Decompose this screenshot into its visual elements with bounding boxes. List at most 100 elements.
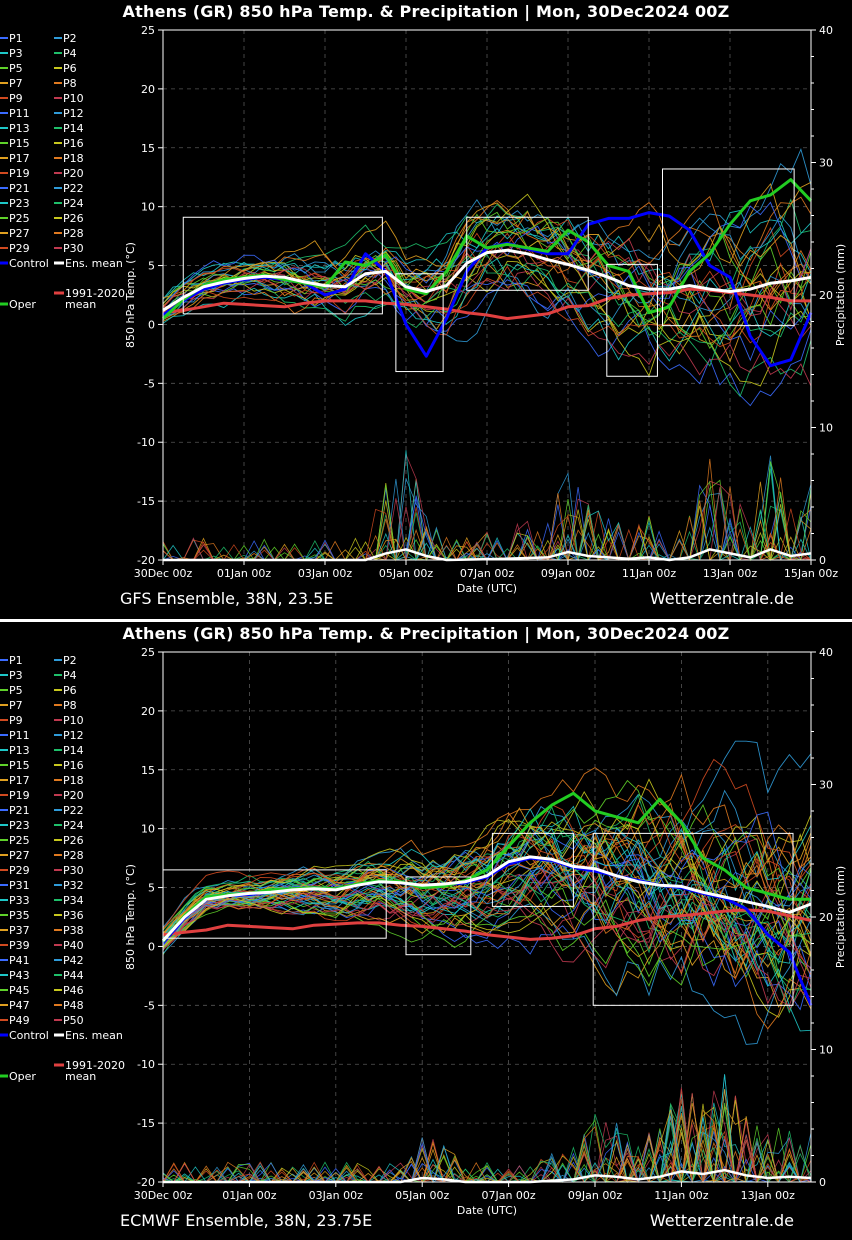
y-axis-label: 850 hPa Temp. (°C) (124, 864, 137, 970)
legend-item-P6: P6 (63, 684, 77, 697)
y-tick-label: 5 (148, 882, 155, 895)
member-precip-P37 (163, 1127, 811, 1183)
legend-item-P5: P5 (9, 684, 23, 697)
legend: P1 P2 P3 P4 P5 P6 P7 P8 P9 P10 P11 P12 P13 P14 P15 P16 P… (0, 654, 125, 1083)
legend-item-control: Control (9, 1029, 49, 1042)
highlight-box (466, 216, 589, 291)
y-tick-label: 0 (148, 940, 155, 953)
gfs-chart: -20 -15 -10 -5 0 5 10 15 20 25 0 10 20 30 40 30Dec 00z 0… (0, 24, 847, 595)
x-tick-label: 13Jan 00z (703, 567, 757, 580)
x-tick-label: 11Jan 00z (654, 1189, 708, 1202)
legend-item-P7: P7 (9, 77, 23, 90)
legend-item-P1: P1 (9, 32, 23, 45)
y-tick-label: 10 (141, 823, 155, 836)
highlight-box (606, 263, 658, 377)
legend-item-climate-mean-2: mean (65, 298, 96, 311)
x-axis-label: Date (UTC) (457, 582, 517, 595)
legend-item-P36: P36 (63, 909, 84, 922)
legend-item-P35: P35 (9, 909, 30, 922)
legend-item-P3: P3 (9, 47, 23, 60)
ensemble-members (162, 740, 812, 1184)
legend-item-ens-mean: Ens. mean (65, 1029, 123, 1042)
legend-item-P32: P32 (63, 879, 84, 892)
legend-item-P9: P9 (9, 92, 23, 105)
y2-tick-label: 10 (819, 1044, 833, 1057)
legend-item-P12: P12 (63, 107, 84, 120)
member-line-P12 (162, 210, 812, 313)
legend: P1 P2 P3 P4 P5 P6 P7 P8 P9 P10 P11 P12 P13 P14 P15 P16 P… (0, 32, 125, 311)
legend-item-P29: P29 (9, 864, 30, 877)
member-line-P31 (162, 849, 812, 946)
legend-item-P4: P4 (63, 47, 77, 60)
legend-item-P8: P8 (63, 699, 77, 712)
x-tick-label: 03Jan 00z (309, 1189, 363, 1202)
y-tick-label: -20 (137, 554, 155, 567)
legend-item-oper: Oper (9, 1070, 36, 1083)
legend-item-P5: P5 (9, 62, 23, 75)
legend-item-P12: P12 (63, 729, 84, 742)
legend-item-P26: P26 (63, 212, 84, 225)
x-tick-label: 30Dec 00z (134, 1189, 193, 1202)
x-tick-label: 01Jan 00z (222, 1189, 276, 1202)
y-tick-label: 15 (141, 764, 155, 777)
legend-item-P6: P6 (63, 62, 77, 75)
legend-item-P42: P42 (63, 954, 84, 967)
legend-item-P45: P45 (9, 984, 30, 997)
member-line-P6 (162, 250, 812, 377)
legend-item-P49: P49 (9, 1014, 30, 1027)
legend-item-P16: P16 (63, 759, 84, 772)
y-tick-label: -15 (137, 1117, 155, 1130)
legend-item-P14: P14 (63, 122, 84, 135)
member-line-P29 (162, 265, 812, 348)
x-tick-label: 05Jan 00z (395, 1189, 449, 1202)
ecmwf-chart: -20 -15 -10 -5 0 5 10 15 20 25 0 10 20 30 40 30Dec 00z 0… (0, 646, 847, 1217)
grid (162, 29, 812, 561)
legend-item-P15: P15 (9, 137, 30, 150)
y-tick-label: 25 (141, 646, 155, 659)
legend-item-P18: P18 (63, 774, 84, 787)
y2-tick-label: 0 (819, 554, 826, 567)
legend-item-P1: P1 (9, 654, 23, 667)
model-location-label: ECMWF Ensemble, 38N, 23.75E (120, 1211, 373, 1230)
x-axis-label: Date (UTC) (457, 1204, 517, 1217)
legend-item-P48: P48 (63, 999, 84, 1012)
legend-item-P22: P22 (63, 182, 84, 195)
member-line-P28 (162, 195, 812, 321)
x-tick-label: 11Jan 00z (622, 567, 676, 580)
y2-axis-label: Precipitation (mm) (834, 866, 847, 968)
y2-axis-label: Precipitation (mm) (834, 244, 847, 346)
chart-title: Athens (GR) 850 hPa Temp. & Precipitatio… (122, 2, 730, 21)
legend-item-P50: P50 (63, 1014, 84, 1027)
legend-item-P2: P2 (63, 32, 77, 45)
legend-item-P20: P20 (63, 789, 84, 802)
legend-item-P43: P43 (9, 969, 30, 982)
y-tick-label: 5 (148, 260, 155, 273)
x-tick-label: 01Jan 00z (217, 567, 271, 580)
legend-item-P22: P22 (63, 804, 84, 817)
climate-mean-line (162, 287, 811, 321)
legend-item-P14: P14 (63, 744, 84, 757)
x-tick-label: 07Jan 00z (460, 567, 514, 580)
legend-item-P2: P2 (63, 654, 77, 667)
x-tick-label: 13Jan 00z (741, 1189, 795, 1202)
legend-item-P37: P37 (9, 924, 30, 937)
legend-item-P17: P17 (9, 774, 30, 787)
legend-item-P28: P28 (63, 227, 84, 240)
member-line-P5 (162, 213, 812, 322)
x-tick-label: 03Jan 00z (298, 567, 352, 580)
y-tick-label: -10 (137, 436, 155, 449)
legend-item-P17: P17 (9, 152, 30, 165)
highlight-box (592, 832, 794, 1006)
member-line-P16 (162, 249, 812, 387)
highlight-box (405, 876, 472, 956)
legend-item-P25: P25 (9, 212, 30, 225)
member-precip-P29 (163, 1125, 811, 1183)
legend-item-climate-mean-2: mean (65, 1070, 96, 1083)
x-tick-label: 05Jan 00z (379, 567, 433, 580)
y-tick-label: 0 (148, 318, 155, 331)
ecmwf-panel: Athens (GR) 850 hPa Temp. & Precipitatio… (0, 622, 852, 1240)
legend-item-P8: P8 (63, 77, 77, 90)
y2-tick-label: 30 (819, 157, 833, 170)
legend-item-P38: P38 (63, 924, 84, 937)
legend-item-P46: P46 (63, 984, 84, 997)
